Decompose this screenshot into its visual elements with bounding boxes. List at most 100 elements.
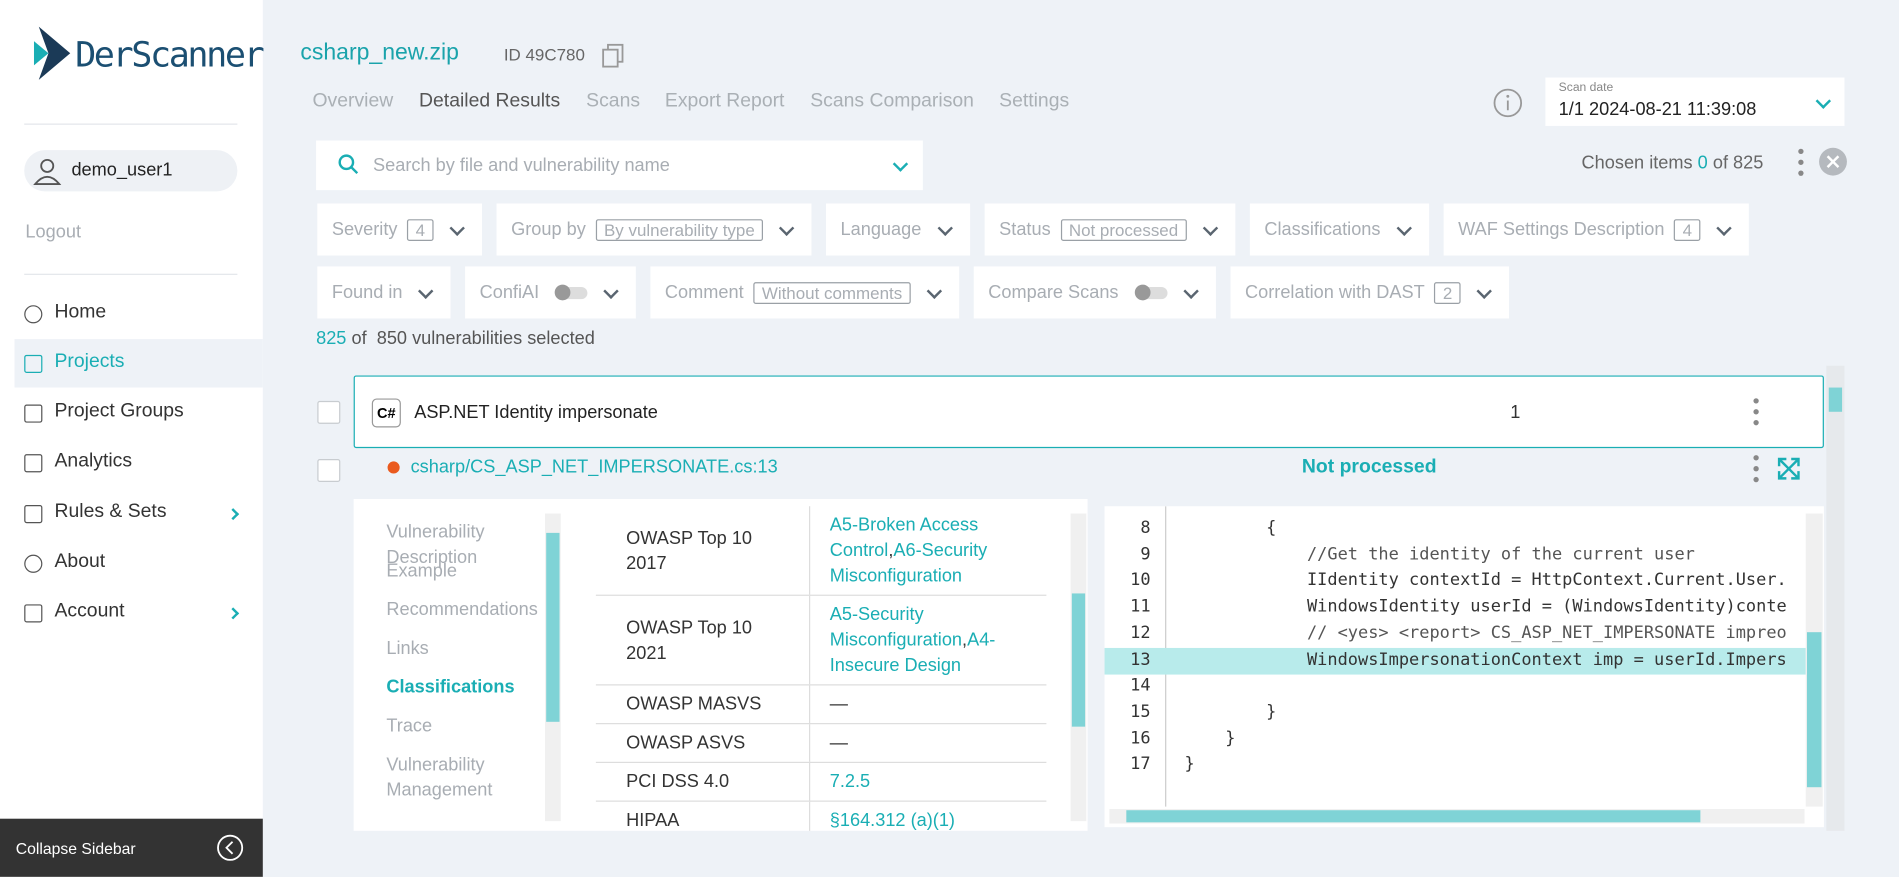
chosen-of: of 825 — [1712, 152, 1764, 174]
detail-menu-item[interactable]: Links — [386, 638, 429, 659]
code-panel: 8 {9 //Get the identity of the current u… — [1104, 506, 1824, 828]
selection: 825 of 850 vulnerabilities selected — [316, 328, 595, 349]
search-box[interactable]: Search by file and vulnerability name — [316, 140, 923, 191]
nav-icon — [24, 454, 43, 473]
table-cell-value: A5-Security Misconfiguration,A4-Insecure… — [810, 596, 1046, 684]
filter-label: ConfiAI — [479, 282, 540, 303]
detail-menu-item[interactable]: Example — [386, 560, 458, 582]
switch-knob — [1134, 284, 1151, 300]
filter[interactable]: Classifications — [1249, 203, 1429, 256]
nav-icon — [24, 354, 43, 374]
switch[interactable] — [554, 284, 588, 300]
scrollbar[interactable] — [1070, 513, 1087, 822]
group-card[interactable]: C# ASP.NET Identity impersonate 1 — [353, 375, 1824, 449]
nav-item[interactable]: Projects — [54, 351, 125, 372]
user-pill[interactable]: demo_user1 — [24, 150, 238, 192]
collapse-label: Collapse Sidebar — [15, 839, 136, 858]
classification-link[interactable]: A4-Insecure Design — [829, 629, 996, 676]
scrollbar[interactable] — [1826, 365, 1845, 831]
detail-menu-item[interactable]: Classifications — [386, 677, 515, 698]
nav-icon — [24, 404, 43, 423]
group-count: 1 — [1510, 402, 1521, 423]
filter[interactable]: Found in — [317, 266, 451, 319]
detail-menu-item[interactable]: Recommendations — [386, 599, 538, 621]
group-checkbox[interactable] — [317, 400, 341, 424]
info-icon[interactable] — [1492, 87, 1523, 118]
filter-value: Not processed — [1060, 218, 1187, 241]
detail-menu-item[interactable]: Vulnerability Description — [386, 521, 485, 569]
filter[interactable]: WAF Settings Description 4 — [1443, 203, 1749, 256]
filter[interactable]: Language — [825, 203, 970, 256]
tab[interactable]: Settings — [999, 90, 1070, 112]
collapse-bar[interactable]: Collapse Sidebar — [0, 818, 263, 877]
expand-icon[interactable] — [1777, 457, 1801, 481]
nav-item[interactable]: Analytics — [54, 450, 133, 472]
item-checkbox[interactable] — [317, 459, 341, 483]
filter[interactable]: Severity 4 — [317, 203, 482, 256]
chosen-label: Chosen items — [1581, 152, 1693, 174]
code-line: // <yes> <report> CS_ASP_NET_IMPERSONATE… — [1184, 623, 1787, 643]
item-file[interactable]: csharp/CS_ASP_NET_IMPERSONATE.cs:13 — [410, 456, 778, 478]
table-cell-name: OWASP Top 10 2021 — [596, 595, 811, 685]
chevron — [926, 283, 943, 299]
code-line: WindowsIdentity userId = (WindowsIdentit… — [1184, 597, 1787, 617]
detail-menu-item[interactable]: Vulnerability Management — [386, 754, 493, 801]
copy-icon[interactable] — [601, 42, 625, 69]
separator: , — [962, 629, 968, 651]
separator — [24, 123, 238, 125]
scrollbar[interactable] — [1805, 513, 1823, 807]
more-icon[interactable] — [1748, 396, 1765, 427]
more-icon[interactable] — [1792, 147, 1809, 178]
classification-link[interactable]: A5-Broken Access Control — [829, 514, 979, 561]
nav-item[interactable]: Account — [54, 600, 125, 622]
filter-value: 2 — [1434, 281, 1461, 304]
filter-value: Without comments — [753, 281, 911, 304]
table-cell-value: — — [810, 724, 1046, 762]
line-number: 14 — [1130, 676, 1151, 696]
filter[interactable]: Correlation with DAST 2 — [1230, 266, 1510, 319]
filter[interactable]: Status Not processed — [984, 203, 1236, 256]
tab[interactable]: Export Report — [664, 90, 785, 112]
filter[interactable]: Group by By vulnerability type — [496, 203, 812, 256]
code-line: } — [1184, 754, 1195, 775]
line-number: 8 — [1140, 518, 1151, 538]
code-line: } — [1184, 702, 1277, 722]
nav-item[interactable]: Project Groups — [54, 400, 184, 422]
tab[interactable]: Scans Comparison — [810, 90, 974, 112]
tab[interactable]: Detailed Results — [419, 90, 561, 112]
classification-link[interactable]: A5-Security Misconfiguration — [829, 604, 963, 651]
lang-icon: C# — [371, 398, 401, 428]
filter-label: Language — [840, 219, 922, 240]
more-icon[interactable] — [1748, 453, 1765, 484]
classification-link[interactable]: §164.312 (a)(1) — [829, 810, 955, 831]
nav-item[interactable]: Rules & Sets — [54, 501, 167, 522]
filter-label: Found in — [331, 282, 403, 303]
chevron — [1182, 283, 1199, 299]
scrollbar[interactable] — [544, 513, 561, 822]
detail-menu-item[interactable]: Trace — [386, 715, 433, 737]
classification-link[interactable]: A6-Security Misconfiguration — [829, 540, 988, 587]
classification-link: — — [829, 693, 848, 715]
item-status: Not processed — [1301, 456, 1437, 478]
switch[interactable] — [1134, 284, 1167, 300]
close-icon[interactable] — [1818, 147, 1848, 177]
classification-link: — — [829, 732, 848, 754]
logout[interactable]: Logout — [25, 221, 82, 243]
search-placeholder: Search by file and vulnerability name — [373, 155, 670, 176]
scan-date[interactable]: Scan date 1/1 2024-08-21 11:39:08 — [1545, 77, 1845, 126]
nav-item[interactable]: Home — [54, 301, 107, 323]
user-icon — [33, 158, 62, 185]
tab[interactable]: Scans — [586, 90, 641, 112]
filter[interactable]: Compare Scans — [973, 266, 1216, 319]
line-number: 15 — [1130, 702, 1151, 722]
filter[interactable]: ConfiAI — [465, 266, 637, 319]
table-cell-value: — — [810, 685, 1046, 723]
filter-value: 4 — [407, 218, 434, 241]
nav-item[interactable]: About — [54, 551, 106, 572]
project-name: csharp_new.zip — [300, 39, 459, 66]
filter[interactable]: Comment Without comments — [650, 266, 960, 319]
scrollbar[interactable] — [1109, 809, 1805, 824]
tab[interactable]: Overview — [312, 90, 394, 112]
chevron — [779, 220, 795, 236]
classification-link[interactable]: 7.2.5 — [829, 771, 871, 793]
